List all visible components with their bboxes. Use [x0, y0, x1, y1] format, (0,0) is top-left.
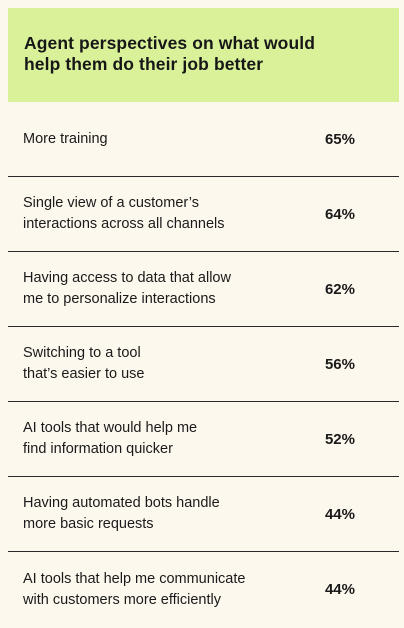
- table-row: Single view of a customer’s interactions…: [8, 177, 399, 252]
- row-label: Switching to a tool that’s easier to use: [23, 345, 145, 382]
- row-label: More training: [23, 130, 108, 147]
- table-body: More training 65% Single view of a custome…: [8, 102, 399, 627]
- table-row: Having access to data that allow me to p…: [8, 252, 399, 327]
- table-row: Having automated bots handle more basic …: [8, 477, 399, 552]
- survey-table-card: Agent perspectives on what would help th…: [8, 8, 399, 628]
- table-row: More training 65%: [8, 102, 399, 177]
- table-row: Switching to a tool that’s easier to use…: [8, 327, 399, 402]
- table-header: Agent perspectives on what would help th…: [8, 8, 399, 102]
- row-value: 65%: [324, 130, 355, 148]
- row-value: 52%: [324, 430, 355, 448]
- table-row: AI tools that would help me find informa…: [8, 402, 399, 477]
- row-value: 56%: [324, 355, 355, 373]
- row-label: AI tools that help me communicate with c…: [23, 570, 246, 608]
- row-label: AI tools that would help me find informa…: [23, 420, 198, 457]
- table-row: AI tools that help me communicate with c…: [8, 552, 399, 627]
- row-label: Single view of a customer’s interactions…: [23, 195, 225, 232]
- row-label: Having access to data that allow me to p…: [23, 270, 231, 307]
- chart-title: Agent perspectives on what would help th…: [24, 33, 316, 74]
- row-value: 64%: [324, 205, 355, 223]
- row-label: Having automated bots handle more basic …: [23, 495, 220, 532]
- row-value: 62%: [324, 280, 355, 298]
- row-value: 44%: [324, 505, 355, 523]
- row-value: 44%: [324, 581, 355, 598]
